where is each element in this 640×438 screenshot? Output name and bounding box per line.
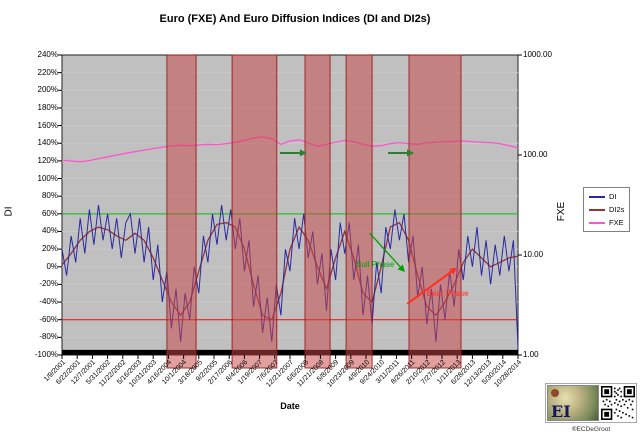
legend-label: DI (609, 192, 617, 201)
logo-dot-icon (551, 389, 559, 397)
legend-swatch-DI2s (589, 208, 605, 211)
bear-phase-band (408, 54, 462, 369)
x-axis-title: Date (280, 401, 300, 411)
logo-image-icon: EI (547, 385, 599, 421)
bear-phase-band (304, 54, 331, 369)
y-axis-title-left: DI (3, 206, 15, 217)
qr-code-icon (601, 386, 635, 420)
legend: DI DI2s FXE (583, 187, 631, 232)
legend-swatch-DI (589, 195, 605, 198)
legend-label: FXE (609, 218, 624, 227)
logo: EI (545, 383, 637, 423)
bear-phase-band (231, 54, 278, 369)
legend-label: DI2s (609, 205, 625, 214)
legend-entry-FXE: FXE (589, 218, 624, 227)
legend-entry-DI: DI (589, 192, 624, 201)
copyright-text: ®ECDeGroot (571, 426, 611, 433)
logo-text: EI (551, 402, 571, 421)
bear-phase-band (166, 54, 197, 369)
legend-entry-DI2s: DI2s (589, 205, 624, 214)
bear-phase-band (345, 54, 373, 369)
chart-title: Euro (FXE) And Euro Diffusion Indices (D… (159, 13, 431, 25)
y-axis-title-right: FXE (556, 201, 568, 222)
legend-swatch-FXE (589, 221, 605, 224)
